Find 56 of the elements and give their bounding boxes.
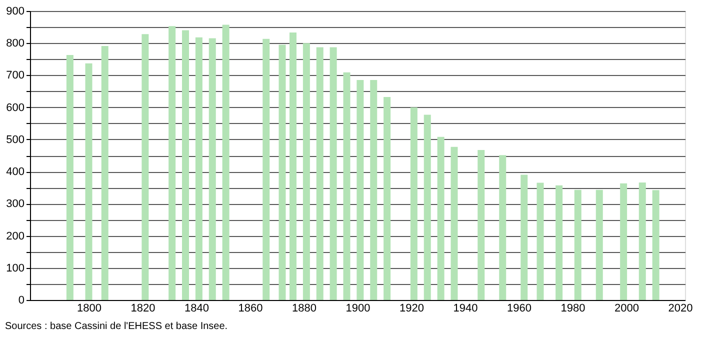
bar — [638, 182, 646, 300]
bar — [556, 185, 563, 300]
x-tick-label: 1800 — [77, 302, 102, 314]
bar — [222, 24, 230, 300]
y-tick-label: 800 — [6, 38, 24, 50]
bar — [316, 47, 324, 300]
bar — [290, 32, 296, 300]
bar — [370, 80, 378, 300]
bar — [262, 38, 270, 300]
bar — [195, 37, 202, 300]
bar — [536, 182, 544, 300]
x-tick-label: 1900 — [346, 302, 370, 314]
bar — [302, 43, 310, 300]
bar — [437, 136, 444, 300]
bar — [330, 47, 337, 300]
bar — [596, 190, 603, 300]
bar — [101, 46, 108, 300]
bar — [343, 72, 350, 300]
y-tick-label: 700 — [6, 70, 24, 82]
x-tick-label: 1860 — [238, 302, 263, 314]
bar — [450, 146, 458, 300]
x-tick-label: 1840 — [184, 302, 209, 314]
y-tick-label: 400 — [6, 166, 24, 178]
y-tick-label: 0 — [18, 294, 24, 306]
bar — [356, 80, 364, 300]
bar — [66, 54, 74, 300]
bar — [384, 97, 391, 300]
bar — [478, 150, 485, 300]
bar — [208, 38, 216, 300]
bar — [142, 34, 149, 300]
x-tick-label: 1940 — [453, 302, 478, 314]
y-tick-label: 500 — [6, 134, 24, 146]
y-tick-label: 100 — [6, 262, 24, 274]
y-tick-label: 300 — [6, 198, 24, 210]
bar — [620, 183, 628, 300]
bar — [278, 44, 286, 300]
x-tick-label: 1980 — [560, 302, 586, 314]
y-tick-label: 900 — [6, 6, 24, 18]
x-tick-label: 2020 — [668, 302, 693, 314]
y-tick-label: 200 — [6, 230, 24, 242]
bar — [182, 30, 189, 300]
bar — [520, 174, 528, 300]
bar — [168, 26, 176, 300]
bar — [574, 190, 582, 300]
y-tick-label: 600 — [6, 102, 24, 114]
x-tick-label: 1960 — [507, 302, 532, 314]
bar — [499, 155, 506, 300]
x-tick-label: 1920 — [400, 302, 424, 314]
bar — [424, 114, 431, 300]
source-note: Sources : base Cassini de l'EHESS et base Insee. — [5, 321, 228, 332]
x-tick-label: 2000 — [614, 302, 639, 314]
x-tick-label: 1820 — [130, 302, 156, 314]
bar — [652, 190, 660, 300]
bar — [85, 63, 92, 300]
bar — [410, 107, 418, 300]
x-tick-label: 1880 — [292, 302, 316, 314]
